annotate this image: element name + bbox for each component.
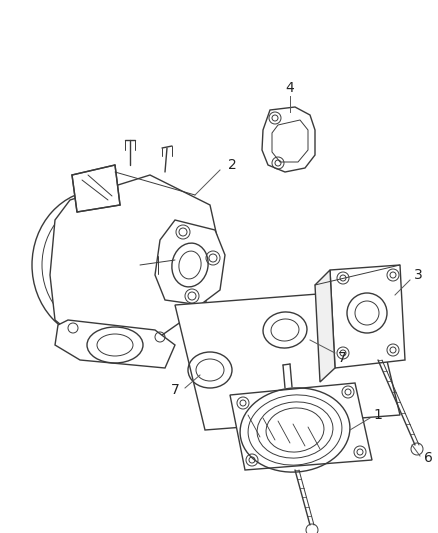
Polygon shape <box>329 265 404 368</box>
Polygon shape <box>50 175 219 345</box>
Text: 7: 7 <box>337 351 346 365</box>
Text: 1: 1 <box>373 408 381 422</box>
Polygon shape <box>55 320 175 368</box>
Text: 7: 7 <box>170 383 179 397</box>
Polygon shape <box>175 290 399 430</box>
Text: 4: 4 <box>285 81 294 95</box>
Polygon shape <box>314 270 334 382</box>
Polygon shape <box>72 165 120 212</box>
Text: 2: 2 <box>227 158 236 172</box>
Polygon shape <box>155 220 225 305</box>
Text: 6: 6 <box>423 451 431 465</box>
Text: 3: 3 <box>413 268 421 282</box>
Polygon shape <box>230 383 371 470</box>
Polygon shape <box>261 107 314 172</box>
